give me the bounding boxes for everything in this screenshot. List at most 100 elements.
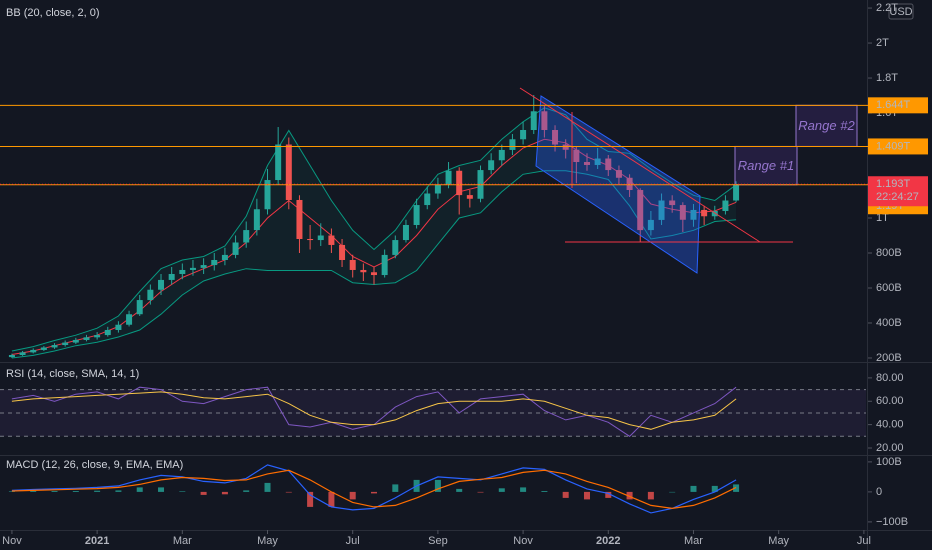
x-tick-label: Sep	[428, 535, 448, 547]
candle-body	[509, 139, 516, 150]
candle-body	[371, 272, 378, 276]
macd-line	[11, 469, 737, 510]
trend-line	[519, 87, 761, 243]
last-price-label: 1.193T	[876, 178, 911, 190]
macd-histogram-bar	[690, 485, 697, 492]
candle-body	[445, 170, 452, 185]
candle-body	[8, 355, 15, 358]
macd-histogram-bar	[669, 491, 676, 493]
macd-histogram-bar	[733, 484, 740, 492]
macd-histogram-bar	[200, 491, 207, 495]
macd-line	[11, 464, 737, 514]
candle-body	[115, 324, 122, 330]
macd-histogram-bar	[498, 488, 505, 492]
candle-body	[253, 209, 260, 231]
macd-histogram-bar	[434, 479, 441, 492]
macd-histogram-bar	[136, 487, 143, 492]
macd-histogram-bar	[456, 488, 463, 492]
candle-body	[530, 111, 537, 130]
candle-body	[722, 200, 729, 212]
x-tick-label: Jul	[857, 535, 871, 547]
macd-histogram-bar	[328, 491, 335, 507]
candle-body	[520, 129, 527, 140]
macd-histogram-bar	[477, 491, 484, 493]
x-tick-label: Mar	[173, 535, 192, 547]
y-tick-label: −100B	[876, 516, 908, 528]
macd-histogram-bar	[8, 491, 15, 492]
candle-body	[200, 265, 207, 268]
level-label-bg	[868, 138, 928, 155]
pane-title: BB (20, close, 2, 0)	[6, 7, 100, 19]
candle-body	[637, 190, 644, 231]
candle-body	[498, 149, 505, 161]
candle-body	[275, 144, 282, 181]
candle-body	[573, 149, 580, 163]
y-tick-label: 1T	[876, 212, 889, 224]
x-tick-label: 2022	[596, 535, 620, 547]
candle-body	[339, 244, 346, 260]
macd-histogram-bar	[30, 491, 37, 492]
candle-body	[583, 162, 590, 165]
candle-body	[466, 195, 473, 199]
macd-histogram-bar	[626, 491, 633, 500]
y-tick-label: 2.2T	[876, 2, 898, 14]
macd-histogram-bar	[605, 491, 612, 498]
candle-body	[40, 347, 47, 350]
candle-body	[179, 269, 186, 274]
candle-body	[413, 205, 420, 226]
candle-body	[264, 180, 271, 210]
candle-body	[328, 235, 335, 245]
macd-histogram-bar	[371, 491, 378, 494]
range-box	[795, 104, 858, 147]
candle-body	[30, 349, 37, 353]
y-tick-label: 400B	[876, 317, 902, 329]
candle-body	[605, 158, 612, 171]
y-tick-label: 200B	[876, 352, 902, 364]
candle-body	[62, 342, 69, 346]
range-label: Range #1	[737, 157, 795, 173]
candle-body	[488, 160, 495, 171]
pane-title: MACD (12, 26, close, 9, EMA, EMA)	[6, 459, 183, 471]
candle-body	[424, 193, 431, 206]
x-tick-label: Nov	[2, 535, 22, 547]
candle-body	[360, 269, 367, 273]
candle-body	[221, 254, 228, 260]
candle-body	[83, 337, 90, 340]
candle-body	[552, 129, 559, 145]
macd-histogram-bar	[392, 484, 399, 492]
macd-histogram-bar	[285, 491, 292, 493]
candle-body	[307, 239, 314, 241]
macd-histogram-bar	[221, 491, 228, 495]
macd-histogram-bar	[711, 485, 718, 492]
y-tick-label: 2T	[876, 37, 889, 49]
candle-body	[541, 111, 548, 130]
macd-histogram-bar	[72, 491, 79, 492]
y-tick-label: 40.00	[876, 419, 904, 431]
candle-body	[232, 242, 239, 255]
candle-body	[626, 177, 633, 191]
macd-histogram-bar	[158, 487, 165, 492]
pane-title: RSI (14, close, SMA, 14, 1)	[6, 368, 139, 380]
currency-box[interactable]	[888, 3, 914, 20]
macd-histogram-bar	[179, 491, 186, 492]
y-tick-label: 80.00	[876, 372, 904, 384]
candle-body	[647, 219, 654, 231]
candle-body	[104, 329, 111, 336]
macd-histogram-bar	[647, 491, 654, 500]
x-tick-label: Nov	[513, 535, 533, 547]
candle-body	[349, 259, 356, 270]
candle-body	[168, 273, 175, 280]
candle-body	[94, 335, 101, 338]
macd-histogram-bar	[51, 491, 58, 492]
x-tick-label: Jul	[346, 535, 360, 547]
currency[interactable]: USD	[889, 6, 912, 18]
y-tick-label: 600B	[876, 282, 902, 294]
bb-lower	[11, 170, 737, 359]
level-label: 1.409T	[876, 140, 911, 152]
x-tick-label: 2021	[85, 535, 109, 547]
candle-body	[679, 205, 686, 220]
candle-body	[392, 240, 399, 255]
rsi-line	[11, 391, 737, 430]
macd-histogram-bar	[264, 482, 271, 492]
